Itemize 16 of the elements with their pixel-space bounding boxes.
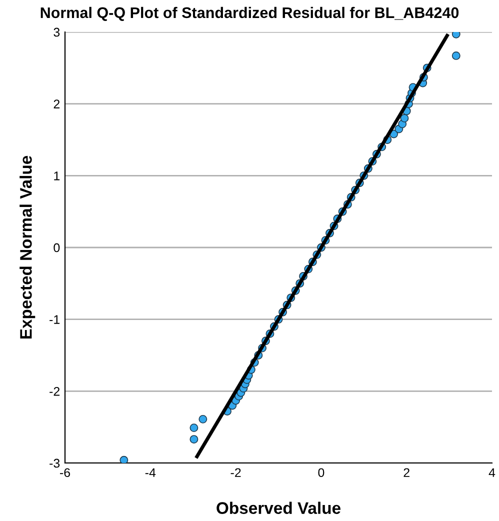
y-tick-label: 2	[54, 100, 60, 108]
x-tick-label: -6	[60, 468, 70, 478]
x-axis-title: Observed Value	[216, 502, 340, 514]
y-tick-label: -1	[50, 315, 60, 324]
y-tick-label: 3	[54, 28, 60, 37]
y-tick-label: -2	[50, 386, 60, 396]
y-tick-label: -3	[50, 458, 60, 468]
x-tick-label: 4	[488, 468, 496, 477]
y-tick-label: 1	[54, 172, 60, 180]
x-tick-label: 2	[404, 468, 410, 477]
chart-title: Normal Q-Q Plot of Standardized Residual for BL_AB4240	[40, 6, 459, 21]
y-axis-title: Expected Normal Value	[20, 156, 36, 339]
x-tick-label: 0	[318, 468, 324, 478]
x-tick-label: -4	[145, 468, 156, 477]
x-tick-label: -2	[230, 468, 241, 477]
y-tick-label: 0	[54, 243, 60, 252]
